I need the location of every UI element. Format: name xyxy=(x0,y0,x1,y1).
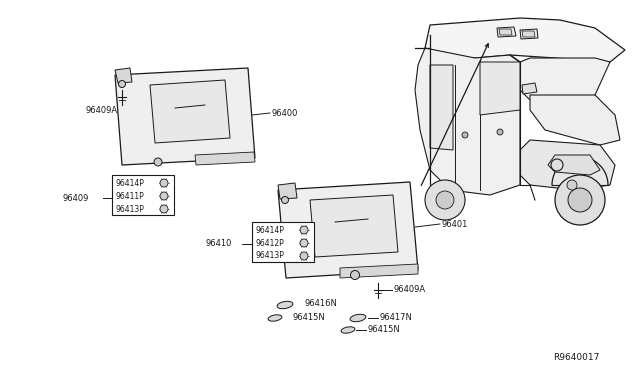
Circle shape xyxy=(300,239,308,247)
Polygon shape xyxy=(499,29,512,35)
Circle shape xyxy=(154,158,162,166)
Polygon shape xyxy=(115,68,255,165)
Text: 96409A: 96409A xyxy=(394,285,426,295)
Polygon shape xyxy=(195,152,255,165)
Text: 96416N: 96416N xyxy=(305,299,338,308)
Polygon shape xyxy=(520,29,538,39)
Circle shape xyxy=(160,192,168,200)
Polygon shape xyxy=(425,18,625,62)
Circle shape xyxy=(436,191,454,209)
Text: 96413P: 96413P xyxy=(115,205,144,214)
Ellipse shape xyxy=(341,327,355,333)
Polygon shape xyxy=(310,195,398,257)
Text: 96400: 96400 xyxy=(272,109,298,118)
Polygon shape xyxy=(480,62,520,115)
Circle shape xyxy=(282,196,289,203)
Circle shape xyxy=(555,175,605,225)
Circle shape xyxy=(300,252,308,260)
Polygon shape xyxy=(115,68,132,83)
Ellipse shape xyxy=(268,315,282,321)
Polygon shape xyxy=(340,264,418,278)
Text: R9640017: R9640017 xyxy=(553,353,600,362)
Circle shape xyxy=(497,129,503,135)
Polygon shape xyxy=(112,175,174,215)
Polygon shape xyxy=(150,80,230,143)
Polygon shape xyxy=(515,140,615,190)
Text: 96409A: 96409A xyxy=(85,106,117,115)
Circle shape xyxy=(567,180,577,190)
Circle shape xyxy=(160,205,168,213)
Circle shape xyxy=(568,188,592,212)
Text: 96414P: 96414P xyxy=(255,225,284,234)
Circle shape xyxy=(462,132,468,138)
Text: 96415N: 96415N xyxy=(293,312,326,321)
Polygon shape xyxy=(415,48,520,195)
Polygon shape xyxy=(252,222,314,262)
Polygon shape xyxy=(278,182,418,278)
Polygon shape xyxy=(278,183,297,199)
Ellipse shape xyxy=(277,301,293,309)
Circle shape xyxy=(300,226,308,234)
Text: 96412P: 96412P xyxy=(255,238,284,247)
Text: 96415N: 96415N xyxy=(368,324,401,334)
Polygon shape xyxy=(548,155,600,175)
Polygon shape xyxy=(510,58,610,110)
Polygon shape xyxy=(430,65,453,150)
Text: 96409: 96409 xyxy=(62,193,88,202)
Circle shape xyxy=(351,270,360,279)
Polygon shape xyxy=(530,95,620,145)
Ellipse shape xyxy=(350,314,366,322)
Circle shape xyxy=(118,80,125,87)
Polygon shape xyxy=(497,27,516,37)
Text: 96413P: 96413P xyxy=(255,251,284,260)
Circle shape xyxy=(160,179,168,187)
Polygon shape xyxy=(522,83,537,94)
Text: 96401: 96401 xyxy=(442,219,468,228)
Text: 96411P: 96411P xyxy=(115,192,144,201)
Text: 96410: 96410 xyxy=(205,240,232,248)
Text: 96414P: 96414P xyxy=(115,179,144,187)
Text: 96417N: 96417N xyxy=(380,312,413,321)
Polygon shape xyxy=(522,31,535,37)
Circle shape xyxy=(425,180,465,220)
